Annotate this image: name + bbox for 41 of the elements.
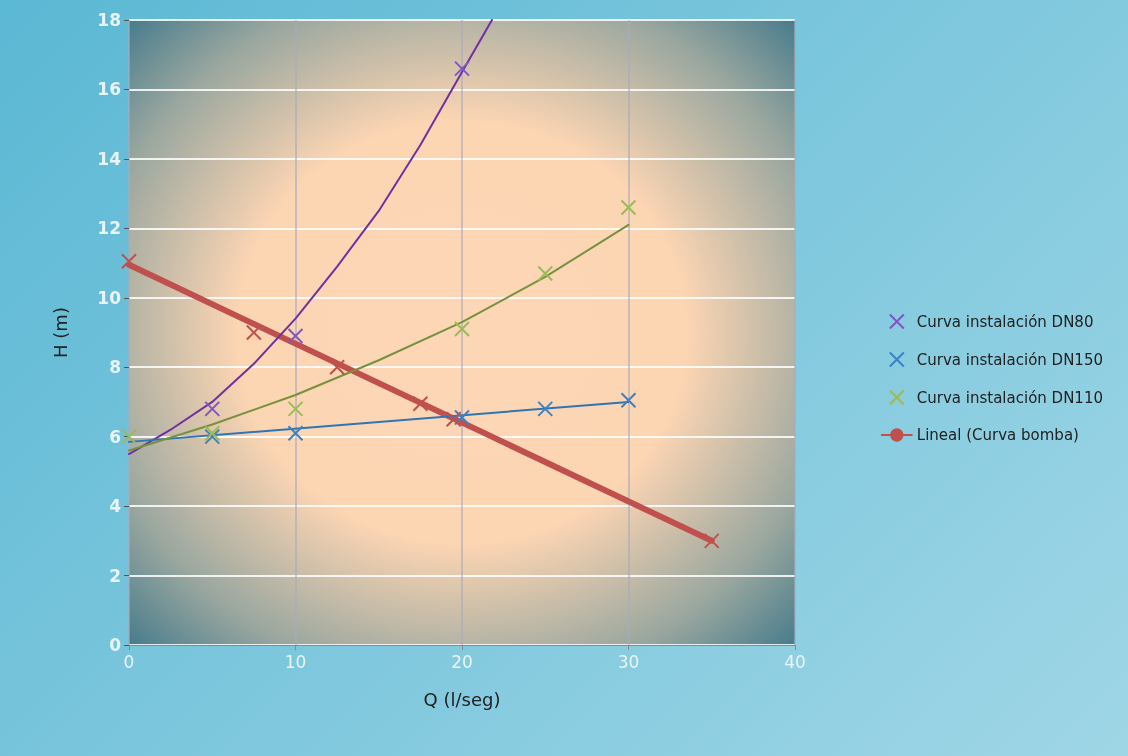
point — [287, 425, 304, 442]
y-tick-label: 18 — [97, 10, 121, 30]
point — [537, 400, 554, 417]
y-tick-label: 8 — [109, 357, 121, 378]
x-tick-label: 20 — [451, 651, 473, 672]
y-tick-label: 14 — [97, 148, 122, 169]
y-tick-label: 4 — [109, 496, 122, 517]
legend-label: Curva instalación DN110 — [916, 388, 1104, 407]
point — [121, 253, 137, 270]
legend-label: Lineal (Curva bomba) — [916, 426, 1079, 444]
line-series — [128, 19, 493, 456]
y-axis-title: H (m) — [49, 307, 71, 358]
point — [537, 265, 554, 282]
point — [620, 392, 637, 409]
point — [287, 400, 304, 417]
point — [703, 532, 720, 549]
point — [454, 409, 470, 426]
line-series — [128, 223, 630, 452]
x-axis-title: Q (l/seg) — [423, 688, 501, 710]
point — [620, 199, 637, 216]
point — [245, 324, 262, 341]
point — [412, 395, 429, 412]
y-tick-label: 0 — [109, 635, 122, 655]
y-tick-label: 12 — [97, 218, 121, 239]
point — [287, 327, 304, 344]
point — [454, 60, 470, 77]
point — [121, 428, 137, 445]
y-tick-label: 16 — [97, 79, 121, 100]
y-tick-label: 10 — [97, 287, 122, 308]
x-tick-label: 30 — [617, 651, 640, 672]
y-tick-label: 2 — [109, 565, 121, 586]
legend-label: Curva instalación DN150 — [916, 350, 1104, 369]
x-tick-label: 0 — [123, 651, 135, 672]
x-tick-label: 10 — [284, 651, 307, 672]
point — [454, 321, 470, 338]
point — [204, 400, 221, 417]
point — [329, 359, 346, 376]
legend-label: Curva instalación DN80 — [916, 312, 1094, 331]
y-tick-label: 6 — [109, 426, 121, 447]
x-tick-label: 40 — [784, 651, 806, 672]
point — [445, 411, 462, 428]
